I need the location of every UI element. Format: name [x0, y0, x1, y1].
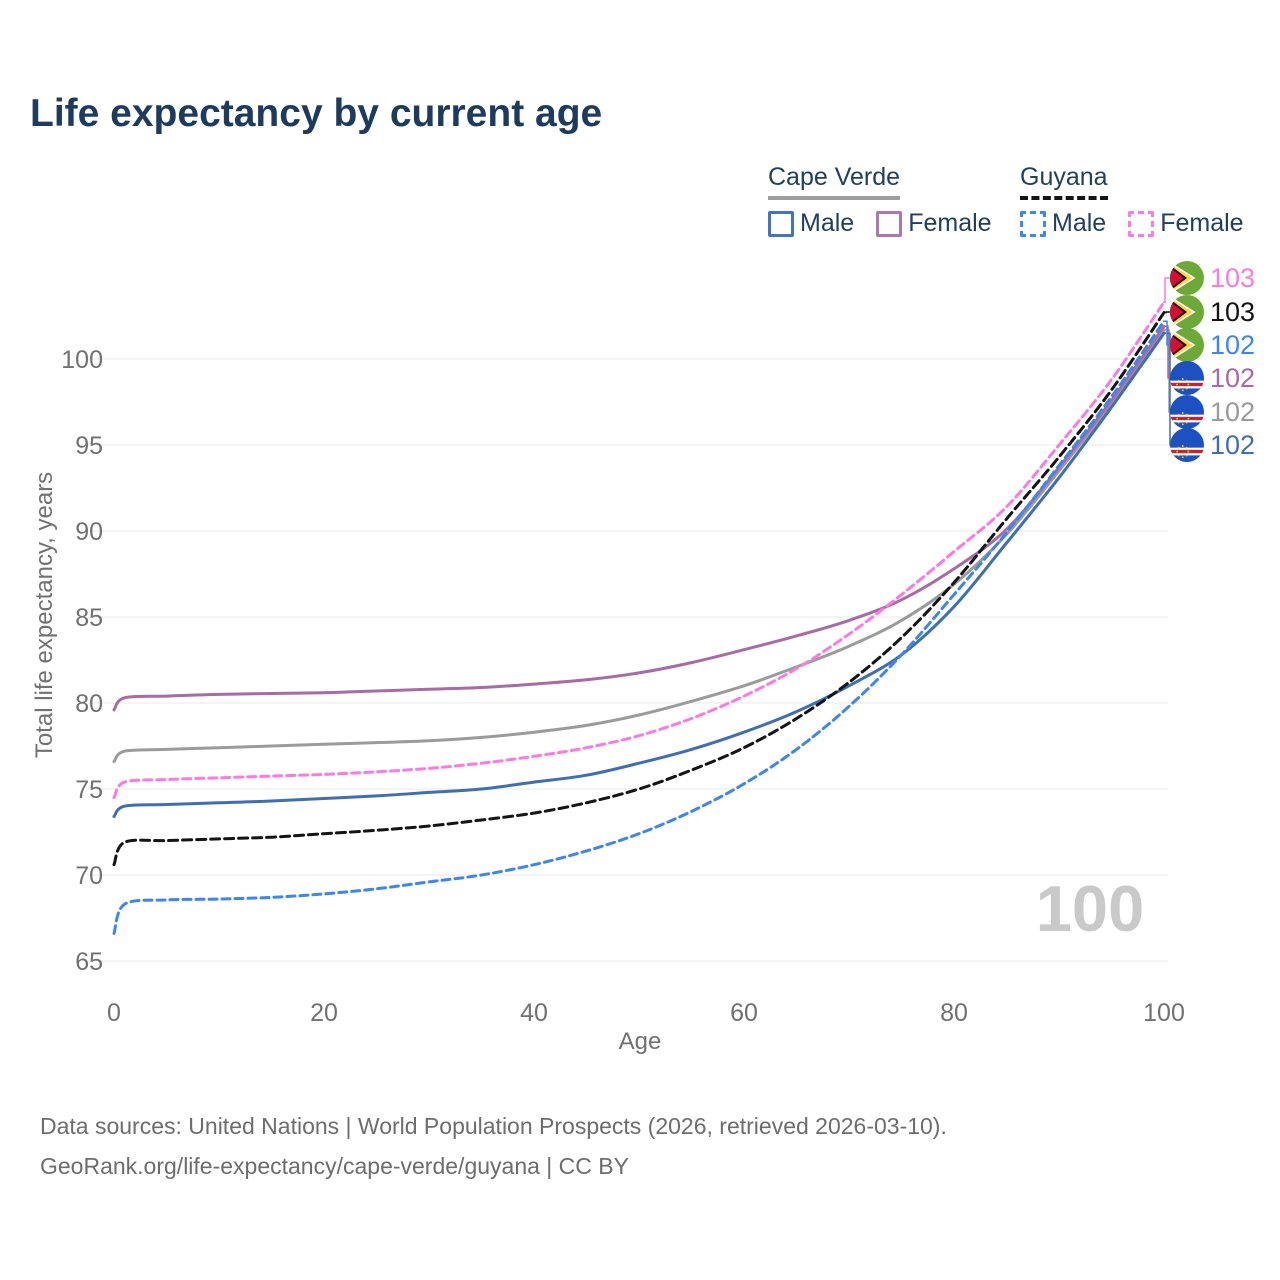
end-label-row-cape-verde-female: 102: [1170, 361, 1255, 395]
end-label-value: 103: [1210, 263, 1256, 293]
footer-data-sources: Data sources: United Nations | World Pop…: [40, 1113, 947, 1139]
legend-label-cape-verde-female: Female: [908, 209, 992, 237]
legend-swatch-guyana-female: [1128, 210, 1155, 237]
y-axis-title: Total life expectancy, years: [31, 472, 58, 758]
series-line-guyana-male: [112, 319, 1166, 935]
svg-text:100: 100: [61, 346, 103, 374]
legend-label-cape-verde-male: Male: [800, 209, 855, 237]
svg-text:100: 100: [1143, 999, 1185, 1027]
data-series-lines: [112, 300, 1166, 935]
svg-text:65: 65: [75, 948, 103, 976]
cape-verde-flag-icon: [1170, 428, 1204, 462]
series-line-cape-verde-female: [112, 324, 1166, 712]
svg-text:70: 70: [75, 862, 103, 890]
svg-text:75: 75: [75, 776, 103, 804]
age-watermark: 100: [1035, 872, 1145, 945]
legend-country-cape-verde: Cape Verde: [768, 163, 901, 200]
axis-tick-labels: 65 70 75 80 85 90 95 100 0 20 40 60 80 100: [61, 346, 1185, 1027]
series-line-cape-verde-both-sexes: [112, 328, 1166, 763]
legend-label-guyana-female: Female: [1160, 209, 1244, 237]
end-label-value: 102: [1210, 363, 1256, 393]
svg-text:20: 20: [310, 999, 338, 1027]
svg-text:95: 95: [75, 432, 103, 460]
series-line-guyana-female: [112, 300, 1166, 800]
legend-swatch-cape-verde-female: [876, 210, 903, 237]
legend-swatch-guyana-male: [1020, 210, 1046, 237]
x-axis-title: Age: [619, 1028, 662, 1055]
end-label-row-cape-verde-male: 102: [1170, 428, 1255, 462]
guyana-flag-icon: [1170, 328, 1204, 362]
cape-verde-flag-icon: [1170, 395, 1204, 429]
footer-attribution-url: GeoRank.org/life-expectancy/cape-verde/g…: [40, 1153, 629, 1179]
end-label-row-guyana-female: 103: [1170, 261, 1255, 295]
svg-text:80: 80: [75, 690, 103, 718]
legend-items-guyana: Male Female: [1020, 209, 1266, 238]
end-label-value: 102: [1210, 330, 1256, 360]
svg-text:90: 90: [75, 518, 103, 546]
legend-country-guyana: Guyana: [1020, 163, 1108, 200]
legend-label-guyana-male: Male: [1052, 209, 1107, 237]
guyana-flag-icon: [1170, 261, 1204, 295]
cape-verde-flag-icon: [1170, 361, 1204, 395]
svg-text:0: 0: [107, 999, 121, 1027]
svg-text:85: 85: [75, 604, 103, 632]
end-label-value: 103: [1210, 297, 1256, 327]
svg-text:80: 80: [940, 999, 968, 1027]
legend-group-guyana: Guyana Male Female: [1020, 163, 1266, 238]
end-label-value: 102: [1210, 397, 1256, 427]
gridlines: [88, 358, 1168, 962]
legend-swatch-cape-verde-male: [768, 210, 794, 237]
svg-text:60: 60: [730, 999, 758, 1027]
svg-text:40: 40: [520, 999, 548, 1027]
end-label-row-guyana-male: 102: [1170, 328, 1255, 362]
series-line-cape-verde-male: [112, 331, 1166, 818]
legend-items-cape-verde: Male Female: [768, 209, 1014, 238]
guyana-flag-icon: [1170, 295, 1204, 329]
end-label-row-cape-verde-both: 102: [1170, 395, 1255, 429]
end-label-row-guyana-both: 103: [1170, 295, 1255, 329]
series-line-guyana-both-sexes: [112, 311, 1166, 867]
end-label-value: 102: [1210, 430, 1256, 460]
legend-group-cape-verde: Cape Verde Male Female: [768, 163, 1014, 238]
page-title: Life expectancy by current age: [30, 92, 603, 135]
footer: Data sources: United Nations | World Pop…: [40, 1106, 947, 1186]
